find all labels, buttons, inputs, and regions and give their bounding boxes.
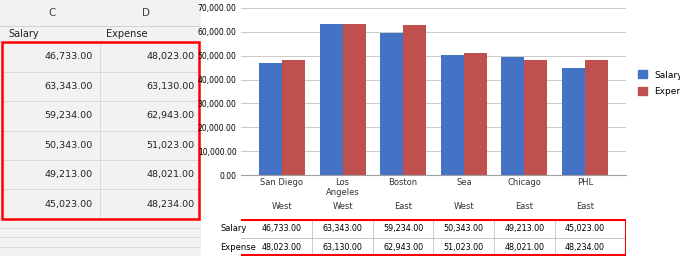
Text: Salary: Salary <box>8 29 39 39</box>
Text: East: East <box>394 202 412 211</box>
Text: East: East <box>576 202 594 211</box>
Text: 49,213.00: 49,213.00 <box>44 170 92 179</box>
Text: 51,023.00: 51,023.00 <box>146 141 194 150</box>
Text: PHL: PHL <box>577 178 593 187</box>
Text: 50,343.00: 50,343.00 <box>444 225 483 233</box>
Text: 48,023.00: 48,023.00 <box>262 243 302 252</box>
Text: 63,130.00: 63,130.00 <box>146 82 194 91</box>
Bar <box>282 60 305 175</box>
Text: Chicago: Chicago <box>507 178 541 187</box>
Text: 63,343.00: 63,343.00 <box>322 225 362 233</box>
Bar <box>403 25 426 175</box>
Text: 51,023.00: 51,023.00 <box>444 243 484 252</box>
Bar <box>380 34 403 175</box>
Text: Boston: Boston <box>388 178 418 187</box>
Text: 48,234.00: 48,234.00 <box>146 200 194 209</box>
Text: 49,213.00: 49,213.00 <box>505 225 545 233</box>
Bar <box>210 225 217 233</box>
Text: 45,023.00: 45,023.00 <box>44 200 92 209</box>
Legend: Salary, Expense: Salary, Expense <box>638 70 680 96</box>
Bar <box>524 60 547 175</box>
Text: West: West <box>333 202 353 211</box>
Text: 50,343.00: 50,343.00 <box>44 141 92 150</box>
Bar <box>464 53 487 175</box>
Text: 48,234.00: 48,234.00 <box>565 243 605 252</box>
Text: 45,023.00: 45,023.00 <box>565 225 605 233</box>
Text: West: West <box>271 202 292 211</box>
Text: 46,733.00: 46,733.00 <box>262 225 302 233</box>
Text: C: C <box>48 8 56 18</box>
Text: 63,343.00: 63,343.00 <box>44 82 92 91</box>
Text: 59,234.00: 59,234.00 <box>383 225 424 233</box>
Bar <box>501 58 524 175</box>
Bar <box>343 24 366 175</box>
Bar <box>441 55 464 175</box>
Text: 48,021.00: 48,021.00 <box>505 243 545 252</box>
Bar <box>562 68 585 175</box>
Bar <box>320 24 343 175</box>
Text: West: West <box>454 202 474 211</box>
Text: San Diego: San Diego <box>260 178 303 187</box>
Text: D: D <box>142 8 150 18</box>
Bar <box>585 60 608 175</box>
Text: 48,021.00: 48,021.00 <box>147 170 194 179</box>
Bar <box>2 42 199 219</box>
Text: Expense: Expense <box>220 243 256 252</box>
Bar <box>259 63 282 175</box>
Text: 62,943.00: 62,943.00 <box>146 111 194 120</box>
Text: 46,733.00: 46,733.00 <box>44 52 92 61</box>
Text: Expense: Expense <box>106 29 148 39</box>
Text: 62,943.00: 62,943.00 <box>383 243 423 252</box>
Text: Sea: Sea <box>456 178 472 187</box>
Text: East: East <box>515 202 533 211</box>
Bar <box>210 244 217 252</box>
Text: Los
Angeles: Los Angeles <box>326 178 360 197</box>
Text: 63,130.00: 63,130.00 <box>322 243 362 252</box>
Text: Salary: Salary <box>220 225 247 233</box>
Text: 59,234.00: 59,234.00 <box>44 111 92 120</box>
Text: 48,023.00: 48,023.00 <box>146 52 194 61</box>
